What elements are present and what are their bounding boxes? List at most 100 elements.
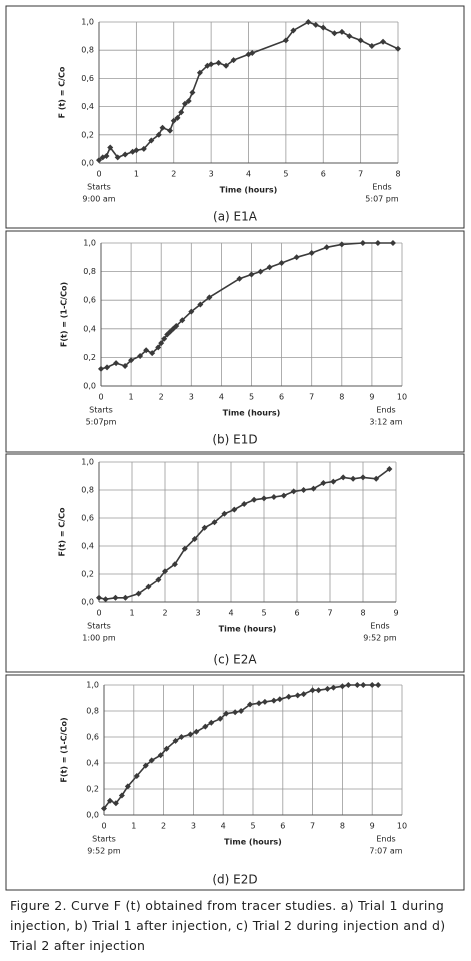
data-point — [324, 685, 331, 692]
data-point — [101, 805, 107, 812]
data-point — [157, 752, 164, 759]
data-point — [255, 700, 262, 707]
end-label: Ends — [376, 835, 395, 844]
data-point — [181, 545, 188, 552]
x-axis-label: Time (hours) — [220, 186, 278, 195]
data-point — [373, 475, 380, 482]
y-tick-label: 1,0 — [81, 18, 94, 27]
y-tick-label: 0,2 — [83, 353, 96, 362]
x-tick-label: 3 — [195, 609, 200, 618]
data-point — [143, 347, 150, 354]
panel-caption: (b) E1D — [212, 433, 257, 447]
x-tick-label: 4 — [219, 393, 224, 402]
data-point — [118, 792, 125, 799]
data-point — [124, 783, 131, 790]
x-axis-label: Time (hours) — [224, 838, 282, 847]
data-point — [241, 501, 248, 507]
y-axis-label: F(t) = (1-C/Co) — [60, 717, 69, 782]
data-point — [133, 773, 140, 779]
panel-caption: (a) E1A — [213, 210, 258, 224]
x-tick-label: 5 — [249, 393, 254, 402]
x-tick-label: 3 — [189, 393, 194, 402]
data-point — [208, 61, 215, 68]
data-point — [173, 322, 180, 329]
data-point — [280, 492, 287, 499]
data-point — [261, 698, 268, 705]
data-point — [249, 50, 256, 57]
data-point — [122, 594, 129, 601]
start-label: Starts — [87, 183, 111, 192]
x-tick-label: 4 — [221, 822, 226, 831]
x-tick-label: 9 — [370, 822, 375, 831]
data-line — [103, 684, 379, 809]
data-point — [294, 692, 301, 699]
data-point — [158, 340, 165, 347]
data-point — [197, 301, 204, 308]
y-tick-label: 0,8 — [86, 707, 99, 716]
data-point — [142, 762, 149, 769]
data-point — [202, 723, 209, 730]
y-axis-label: F(t) = C/Co — [58, 507, 67, 557]
data-point — [360, 474, 366, 481]
data-point — [106, 797, 113, 804]
y-tick-label: 0,0 — [86, 811, 99, 820]
data-point — [167, 127, 174, 134]
y-tick-label: 0,2 — [86, 785, 99, 794]
data-point — [133, 147, 140, 154]
x-tick-label: 0 — [96, 170, 101, 179]
data-point — [368, 42, 375, 49]
data-point — [122, 362, 129, 369]
data-point — [285, 693, 292, 700]
data-point — [187, 731, 194, 738]
data-point — [171, 561, 178, 568]
y-tick-label: 0,4 — [86, 759, 99, 768]
data-point — [360, 682, 367, 688]
x-tick-label: 7 — [309, 393, 314, 402]
y-tick-label: 1,0 — [86, 681, 99, 690]
y-tick-label: 1,0 — [83, 239, 96, 248]
data-point — [261, 495, 267, 502]
data-point — [236, 275, 243, 282]
data-point — [309, 687, 316, 694]
data-point — [211, 519, 218, 526]
data-point — [320, 24, 327, 31]
data-point — [270, 697, 277, 704]
data-point — [331, 30, 338, 37]
end-time: 7:07 am — [369, 847, 402, 856]
y-tick-label: 0,8 — [81, 46, 94, 55]
x-tick-label: 6 — [280, 822, 285, 831]
data-point — [315, 687, 322, 694]
x-tick-label: 10 — [397, 393, 407, 402]
data-point — [338, 241, 345, 248]
data-point — [310, 485, 317, 492]
start-label: Starts — [87, 622, 111, 631]
x-axis-label: Time (hours) — [219, 625, 277, 634]
panel-caption: (c) E2A — [213, 653, 257, 667]
y-axis-label: F(t) = (1-C/Co) — [60, 282, 69, 347]
data-point — [159, 124, 166, 131]
data-point — [155, 576, 162, 583]
x-tick-label: 8 — [340, 822, 345, 831]
panel-frame — [5, 674, 465, 891]
data-point — [257, 268, 264, 275]
y-tick-label: 0,4 — [81, 542, 94, 551]
x-tick-label: 5 — [250, 822, 255, 831]
data-point — [185, 97, 192, 104]
start-time: 9:00 am — [82, 195, 115, 204]
data-point — [251, 496, 258, 503]
y-tick-label: 0,6 — [83, 296, 96, 305]
x-tick-label: 2 — [159, 393, 164, 402]
data-point — [330, 684, 337, 691]
x-tick-label: 0 — [96, 609, 101, 618]
data-point — [145, 583, 152, 590]
end-label: Ends — [370, 622, 389, 631]
data-point — [172, 737, 179, 744]
data-point — [221, 510, 228, 517]
figure: 0,0 0,2 0,4 0,6 0,8 1,0 0 1 2 3 4 5 6 7 8 Time (hours) F… — [5, 5, 465, 891]
end-label: Ends — [376, 406, 395, 415]
y-tick-label: 0,2 — [81, 130, 94, 139]
y-tick-label: 0,4 — [83, 324, 96, 333]
data-point — [196, 69, 203, 76]
data-point — [230, 57, 237, 64]
